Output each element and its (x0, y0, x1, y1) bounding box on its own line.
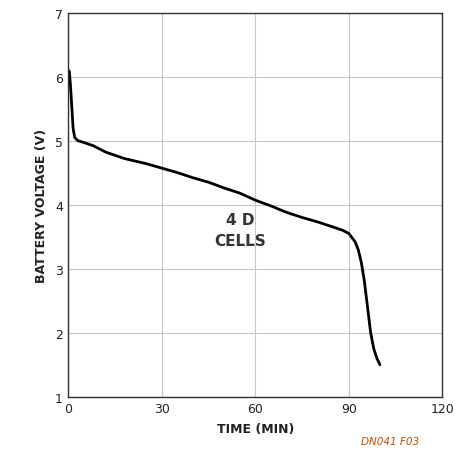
Text: DN041 F03: DN041 F03 (361, 437, 419, 446)
X-axis label: TIME (MIN): TIME (MIN) (216, 422, 293, 435)
Text: 4 D
CELLS: 4 D CELLS (213, 213, 265, 249)
Y-axis label: BATTERY VOLTAGE (V): BATTERY VOLTAGE (V) (35, 129, 48, 282)
